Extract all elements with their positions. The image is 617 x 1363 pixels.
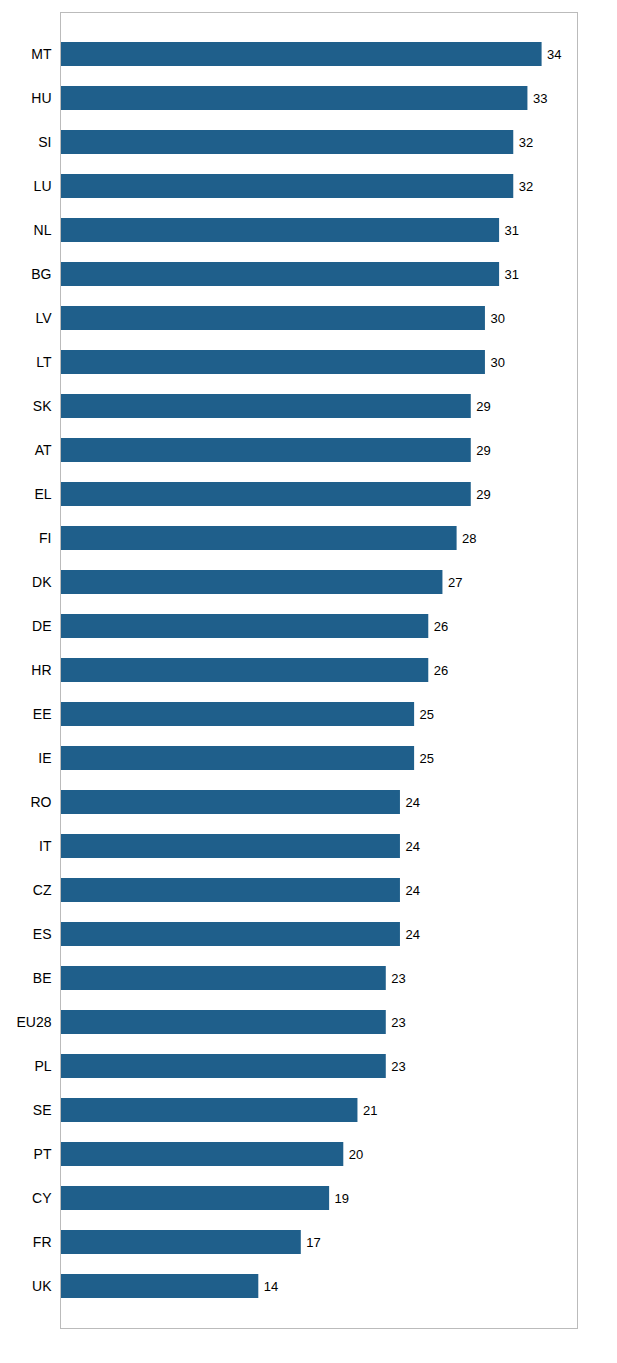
svg-text:30: 30 [490,311,504,326]
svg-text:17: 17 [306,1235,320,1250]
svg-text:24: 24 [405,839,419,854]
svg-text:25: 25 [420,707,434,722]
svg-text:PL: PL [34,1058,51,1074]
svg-text:LT: LT [36,354,52,370]
svg-text:PT: PT [34,1146,52,1162]
svg-text:CZ: CZ [33,882,52,898]
svg-text:21: 21 [363,1103,377,1118]
svg-text:BG: BG [31,266,51,282]
svg-text:DK: DK [32,574,52,590]
svg-text:LV: LV [35,310,52,326]
svg-text:28: 28 [462,531,476,546]
svg-text:SI: SI [38,134,51,150]
svg-text:32: 32 [519,135,533,150]
svg-text:20: 20 [349,1147,363,1162]
svg-text:MT: MT [31,46,52,62]
svg-text:23: 23 [391,1015,405,1030]
svg-text:UK: UK [32,1278,52,1294]
svg-text:29: 29 [476,399,490,414]
svg-text:FR: FR [33,1234,52,1250]
svg-text:DE: DE [32,618,51,634]
svg-text:EL: EL [34,486,51,502]
svg-text:SK: SK [33,398,52,414]
svg-text:23: 23 [391,1059,405,1074]
svg-text:24: 24 [405,927,419,942]
svg-text:26: 26 [434,663,448,678]
svg-text:EU28: EU28 [16,1014,51,1030]
svg-text:29: 29 [476,487,490,502]
svg-text:31: 31 [505,267,519,282]
svg-text:NL: NL [34,222,52,238]
svg-text:HU: HU [31,90,51,106]
svg-text:23: 23 [391,971,405,986]
svg-text:HR: HR [31,662,51,678]
svg-text:14: 14 [264,1279,278,1294]
svg-text:29: 29 [476,443,490,458]
svg-text:26: 26 [434,619,448,634]
svg-text:LU: LU [34,178,52,194]
svg-text:CY: CY [32,1190,52,1206]
svg-text:BE: BE [33,970,52,986]
svg-text:24: 24 [405,795,419,810]
svg-text:EE: EE [33,706,52,722]
svg-text:RO: RO [31,794,52,810]
svg-text:IT: IT [39,838,52,854]
svg-text:25: 25 [420,751,434,766]
svg-text:IE: IE [38,750,51,766]
svg-text:19: 19 [335,1191,349,1206]
svg-text:27: 27 [448,575,462,590]
svg-text:32: 32 [519,179,533,194]
svg-text:30: 30 [490,355,504,370]
svg-text:34: 34 [547,47,561,62]
svg-text:33: 33 [533,91,547,106]
svg-text:AT: AT [35,442,52,458]
svg-text:24: 24 [405,883,419,898]
svg-text:FI: FI [39,530,51,546]
svg-text:SE: SE [33,1102,52,1118]
svg-text:ES: ES [33,926,52,942]
svg-text:31: 31 [505,223,519,238]
